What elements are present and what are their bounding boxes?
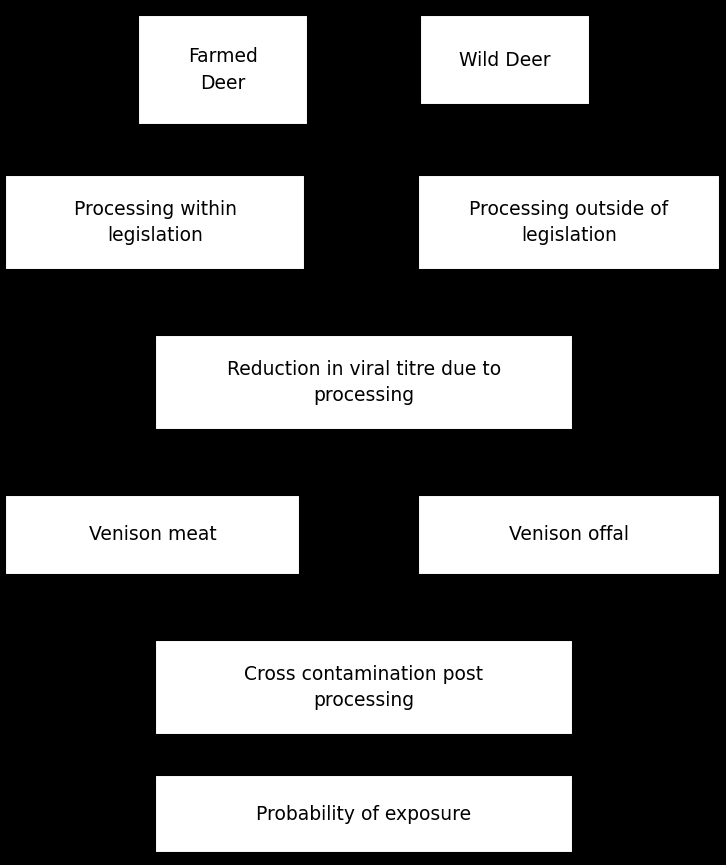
FancyBboxPatch shape <box>155 335 573 430</box>
Text: Reduction in viral titre due to
processing: Reduction in viral titre due to processi… <box>227 360 501 405</box>
Text: Farmed
Deer: Farmed Deer <box>188 48 258 93</box>
FancyBboxPatch shape <box>138 15 308 125</box>
Text: Cross contamination post
processing: Cross contamination post processing <box>245 664 484 710</box>
FancyBboxPatch shape <box>5 495 300 575</box>
Text: Venison meat: Venison meat <box>89 526 216 544</box>
FancyBboxPatch shape <box>420 15 590 105</box>
FancyBboxPatch shape <box>155 775 573 853</box>
FancyBboxPatch shape <box>5 175 305 270</box>
Text: Wild Deer: Wild Deer <box>459 50 551 69</box>
FancyBboxPatch shape <box>418 495 720 575</box>
Text: Processing within
legislation: Processing within legislation <box>73 200 237 246</box>
FancyBboxPatch shape <box>155 640 573 735</box>
FancyBboxPatch shape <box>418 175 720 270</box>
Text: Probability of exposure: Probability of exposure <box>256 804 472 823</box>
Text: Venison offal: Venison offal <box>509 526 629 544</box>
Text: Processing outside of
legislation: Processing outside of legislation <box>470 200 669 246</box>
